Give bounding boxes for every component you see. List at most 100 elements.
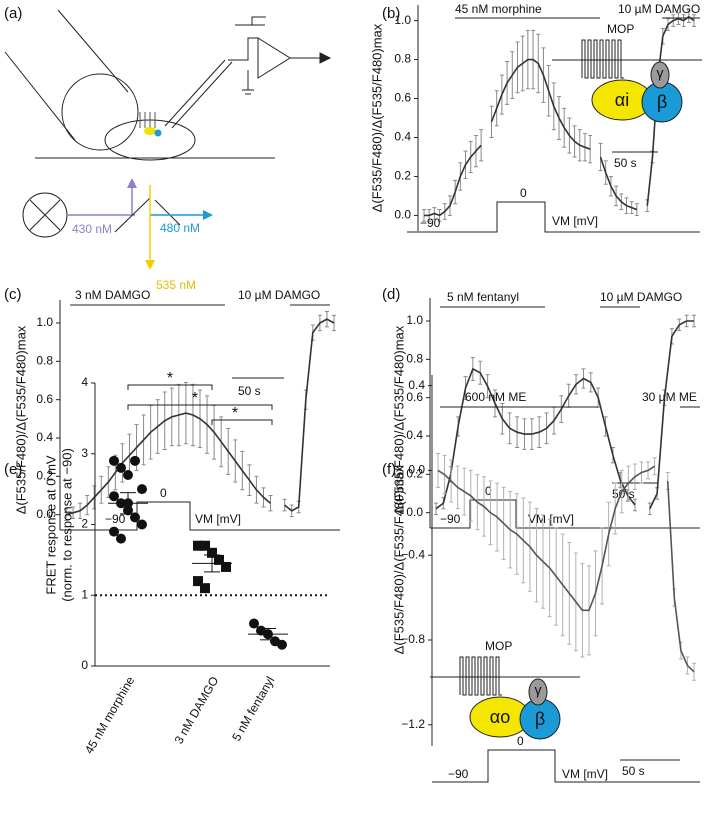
- inset-label: MOP: [607, 22, 634, 36]
- receptor: [581, 39, 624, 79]
- y-tick-label: 2: [81, 517, 88, 531]
- panel-label: (c): [4, 286, 22, 303]
- scale-bar-label: 50 s: [238, 384, 261, 398]
- voltage-protocol: [432, 749, 700, 783]
- y-tick-label: 0.0: [408, 463, 425, 477]
- protocol-label: VM [mV]: [552, 214, 598, 228]
- significance-label: *: [232, 405, 238, 422]
- y-tick-label: 0.0: [406, 505, 423, 519]
- y-tick-label: 0.4: [394, 130, 411, 144]
- reference-label: 10 µM DAMGO: [600, 290, 682, 304]
- y-tick-label: 0.2: [394, 169, 411, 183]
- y-tick-label: 1.0: [36, 315, 53, 329]
- panel-label: (f): [382, 461, 396, 478]
- voltage-protocol: [407, 201, 700, 233]
- inset-label: β: [657, 92, 667, 112]
- wavelength-label: 430 nM: [72, 222, 112, 236]
- y-tick-label: 3: [81, 446, 88, 460]
- protocol-label: 0: [160, 486, 167, 500]
- y-axis-label: Δ(F535/F480)/Δ(F535/F480)max: [13, 325, 28, 514]
- y-tick-label: −1.2: [401, 717, 425, 731]
- significance-bracket: [127, 384, 213, 390]
- x-tick-label: 45 nM morphine: [82, 674, 138, 756]
- protocol-label: −90: [448, 767, 469, 781]
- significance-bracket: [127, 404, 273, 410]
- point: [109, 455, 119, 466]
- objective-edge: [57, 9, 129, 93]
- output-arrow: [319, 52, 332, 64]
- voltage-protocol: [430, 499, 700, 529]
- feedback: [235, 16, 266, 26]
- inset-label: β: [535, 709, 545, 729]
- x-tick-label: 5 nM fentanyl: [229, 674, 277, 743]
- y-tick-label: 1.0: [394, 13, 411, 27]
- inset-label: αo: [490, 707, 510, 727]
- point: [249, 618, 259, 629]
- point: [116, 533, 126, 544]
- y-tick-label: 0.4: [36, 430, 53, 444]
- y-tick-label: 0.0: [394, 208, 411, 222]
- g-alpha: [144, 127, 156, 135]
- reference-label: 10 µM DAMGO: [238, 288, 320, 302]
- point: [200, 540, 210, 551]
- receptor: [139, 112, 156, 128]
- inset-label: γ: [657, 65, 664, 81]
- g-gamma: [650, 61, 670, 89]
- inset-label: MOP: [485, 639, 512, 653]
- point: [123, 469, 133, 480]
- objective-edge: [4, 51, 76, 141]
- panel-label: (b): [382, 5, 400, 22]
- y-tick-label: 4: [81, 375, 88, 389]
- point: [221, 561, 231, 572]
- y-tick-label: 0: [81, 658, 88, 672]
- receptor: [459, 656, 502, 696]
- y-tick-label: 0.2: [406, 467, 423, 481]
- y-tick-label: −0.4: [401, 547, 425, 561]
- arrow: [145, 260, 155, 270]
- point: [214, 554, 224, 565]
- protocol-label: 0: [520, 186, 527, 200]
- protocol-label: VM [mV]: [195, 512, 241, 526]
- y-tick-label: 0.6: [36, 392, 53, 406]
- arrow: [127, 178, 137, 188]
- stimulus-label: 45 nM morphine: [455, 2, 542, 16]
- ground: [242, 70, 254, 95]
- pipette: [171, 61, 233, 129]
- protocol-label: −90: [420, 216, 441, 230]
- g-gamma: [528, 678, 548, 706]
- scale-bar-label: 50 s: [614, 156, 637, 170]
- y-tick-label: 1: [81, 587, 88, 601]
- panel-label: (d): [382, 286, 400, 303]
- significance-bracket: [211, 419, 273, 425]
- arrow: [203, 210, 213, 220]
- point: [207, 547, 217, 558]
- lamp-cross: [29, 199, 61, 231]
- scale-bar-label: 50 s: [612, 487, 635, 501]
- y-axis-label: FRET response at 0 mV: [43, 455, 58, 595]
- g-beta: [154, 129, 162, 137]
- point: [109, 491, 119, 502]
- trace: [65, 318, 335, 516]
- voltage-protocol: [60, 501, 340, 531]
- point: [277, 639, 287, 650]
- panel-label: (a): [4, 5, 22, 22]
- y-tick-label: 0.8: [36, 354, 53, 368]
- y-tick-label: 0.6: [394, 91, 411, 105]
- inset-label: γ: [535, 682, 542, 698]
- stimulus-label: 5 nM fentanyl: [447, 290, 519, 304]
- point: [109, 526, 119, 537]
- y-tick-label: 1.0: [406, 313, 423, 327]
- reference-label: 30 µM ME: [642, 390, 697, 404]
- protocol-label: 0: [485, 484, 492, 498]
- significance-label: *: [167, 370, 173, 387]
- dichroic: [114, 197, 151, 233]
- reference-label: 10 µM DAMGO: [618, 2, 700, 16]
- y-axis-label: (norm. to response at −90): [59, 448, 74, 602]
- wavelength-label: 480 nM: [160, 221, 200, 235]
- y-tick-label: −0.8: [401, 632, 425, 646]
- panel-label: (e): [4, 461, 22, 478]
- stimulus-label: 600 nM ME: [465, 390, 526, 404]
- point: [193, 576, 203, 587]
